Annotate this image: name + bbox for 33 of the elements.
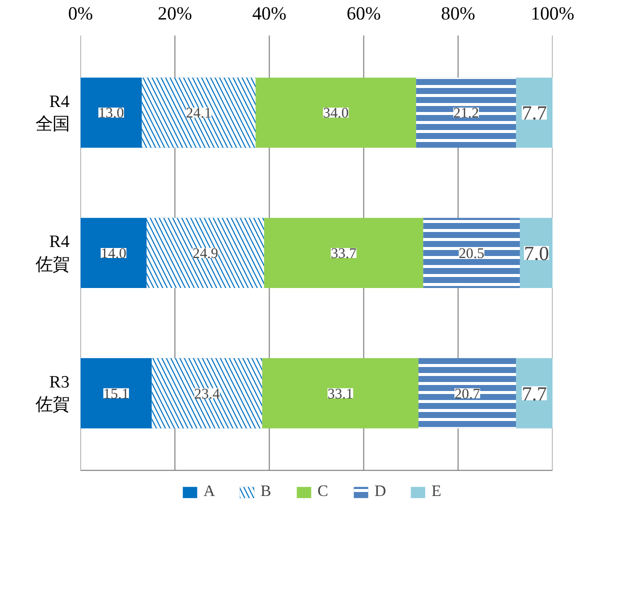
- legend-label: A: [204, 483, 216, 501]
- bar: [80, 218, 147, 288]
- bar: [80, 78, 142, 148]
- data-label: 20.7: [454, 386, 480, 402]
- legend-label: B: [260, 483, 272, 501]
- x-tick-label: 0%: [68, 4, 93, 24]
- data-label: 7.7: [522, 383, 547, 406]
- data-label: 33.1: [328, 386, 354, 402]
- x-tick-label: 80%: [441, 4, 476, 24]
- y-tick-label: R3 佐賀: [36, 372, 70, 414]
- y-tick-label: R4 全国: [36, 92, 70, 134]
- x-tick-label: 20%: [158, 4, 192, 24]
- bar: [516, 78, 552, 148]
- data-label: 7.7: [522, 102, 547, 125]
- bar: [80, 358, 152, 428]
- legend-label: E: [432, 483, 442, 501]
- x-tick-label: 100%: [530, 4, 574, 24]
- bar: [264, 218, 424, 288]
- data-label: 23.4: [194, 386, 220, 402]
- bar: [256, 78, 416, 148]
- data-label: 14.0: [100, 246, 126, 262]
- bar: [516, 358, 552, 428]
- legend-label: D: [374, 483, 388, 501]
- data-label: 24.1: [186, 106, 212, 122]
- data-label: 7.0: [524, 242, 549, 265]
- data-label: 33.7: [330, 246, 356, 262]
- y-tick-label: R4 佐賀: [36, 232, 70, 274]
- x-tick-label: 40%: [252, 4, 286, 24]
- data-label: 20.5: [458, 246, 484, 262]
- bar: [262, 358, 418, 428]
- data-label: 24.9: [192, 246, 218, 262]
- x-tick-label: 60%: [346, 4, 381, 24]
- legend-label: C: [318, 483, 330, 501]
